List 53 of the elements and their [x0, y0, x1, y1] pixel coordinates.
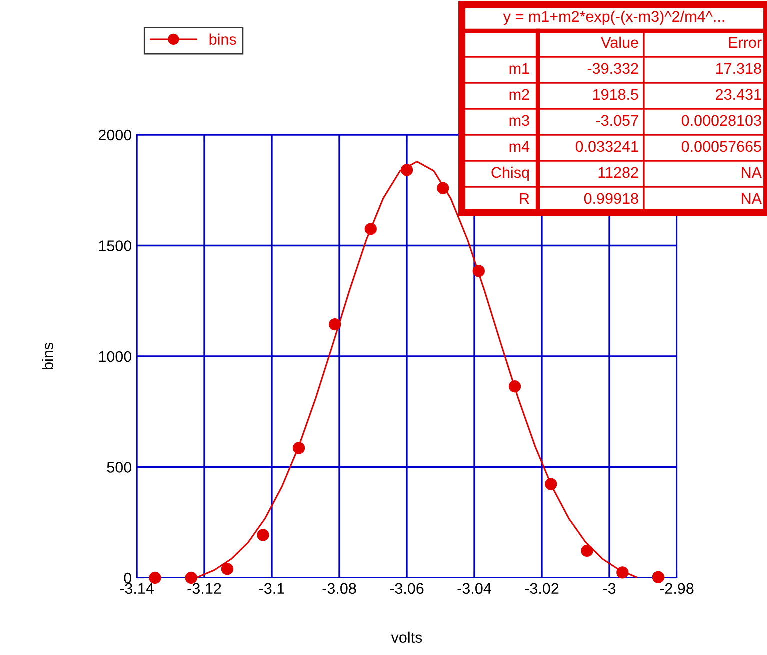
annotation: 0.99918	[584, 193, 638, 204]
text: NA	[742, 167, 762, 178]
text: 23.431	[716, 89, 762, 100]
x-tick-label: -3.14	[120, 583, 154, 594]
y-tick-label: 1000	[99, 351, 132, 362]
point	[292, 442, 306, 454]
point	[545, 478, 558, 490]
y-tick-label: 0	[124, 572, 132, 584]
x-tick-label: -3	[603, 583, 616, 594]
text: m3	[510, 115, 530, 126]
point	[616, 566, 629, 579]
text: -39.332	[588, 63, 638, 74]
point	[581, 544, 594, 558]
text: y = m1+m2*exp(-(x-m3)^2/m4^...	[503, 10, 724, 26]
x-tick-label: -3.02	[525, 583, 559, 594]
point	[400, 164, 414, 176]
annotation: 11282	[598, 167, 638, 178]
text: m2	[510, 89, 530, 100]
text: NA	[742, 193, 762, 204]
legend-label: bins	[210, 34, 236, 45]
text: Error	[729, 37, 762, 48]
text: 0.00028103	[682, 115, 762, 126]
y-tick-label: 500	[107, 462, 132, 473]
x-tick-label: -3.06	[390, 583, 424, 594]
point	[185, 572, 198, 584]
point	[149, 572, 162, 584]
text: 1918.5	[593, 89, 638, 100]
x-axis-title: volts	[391, 632, 422, 644]
point	[508, 380, 522, 393]
x-tick-label: -3.1	[260, 583, 284, 594]
point	[472, 265, 485, 278]
text: -3.057	[596, 115, 638, 126]
text: 0.00057665	[682, 141, 762, 152]
annotation: m4	[510, 141, 530, 152]
text: 17.318	[716, 63, 762, 74]
y-axis-title: bins	[42, 343, 54, 370]
annotation: R	[520, 193, 530, 204]
text: Value	[601, 36, 638, 48]
x-tick-label: -2.98	[660, 583, 694, 594]
x-tick-label: -3.12	[188, 583, 222, 594]
point	[257, 529, 270, 542]
point	[652, 571, 665, 584]
annotation: 0.033241	[576, 141, 638, 152]
point	[364, 223, 377, 236]
y-tick-label: 2000	[98, 130, 132, 141]
text: m1	[510, 63, 530, 74]
x-tick-label: -3.08	[322, 583, 356, 594]
point	[437, 182, 450, 194]
point	[221, 563, 234, 576]
y-tick-label: 1500	[99, 240, 132, 252]
point	[329, 318, 342, 331]
annotation: Chisq	[492, 166, 530, 182]
x-tick-label: -3.04	[458, 583, 492, 594]
